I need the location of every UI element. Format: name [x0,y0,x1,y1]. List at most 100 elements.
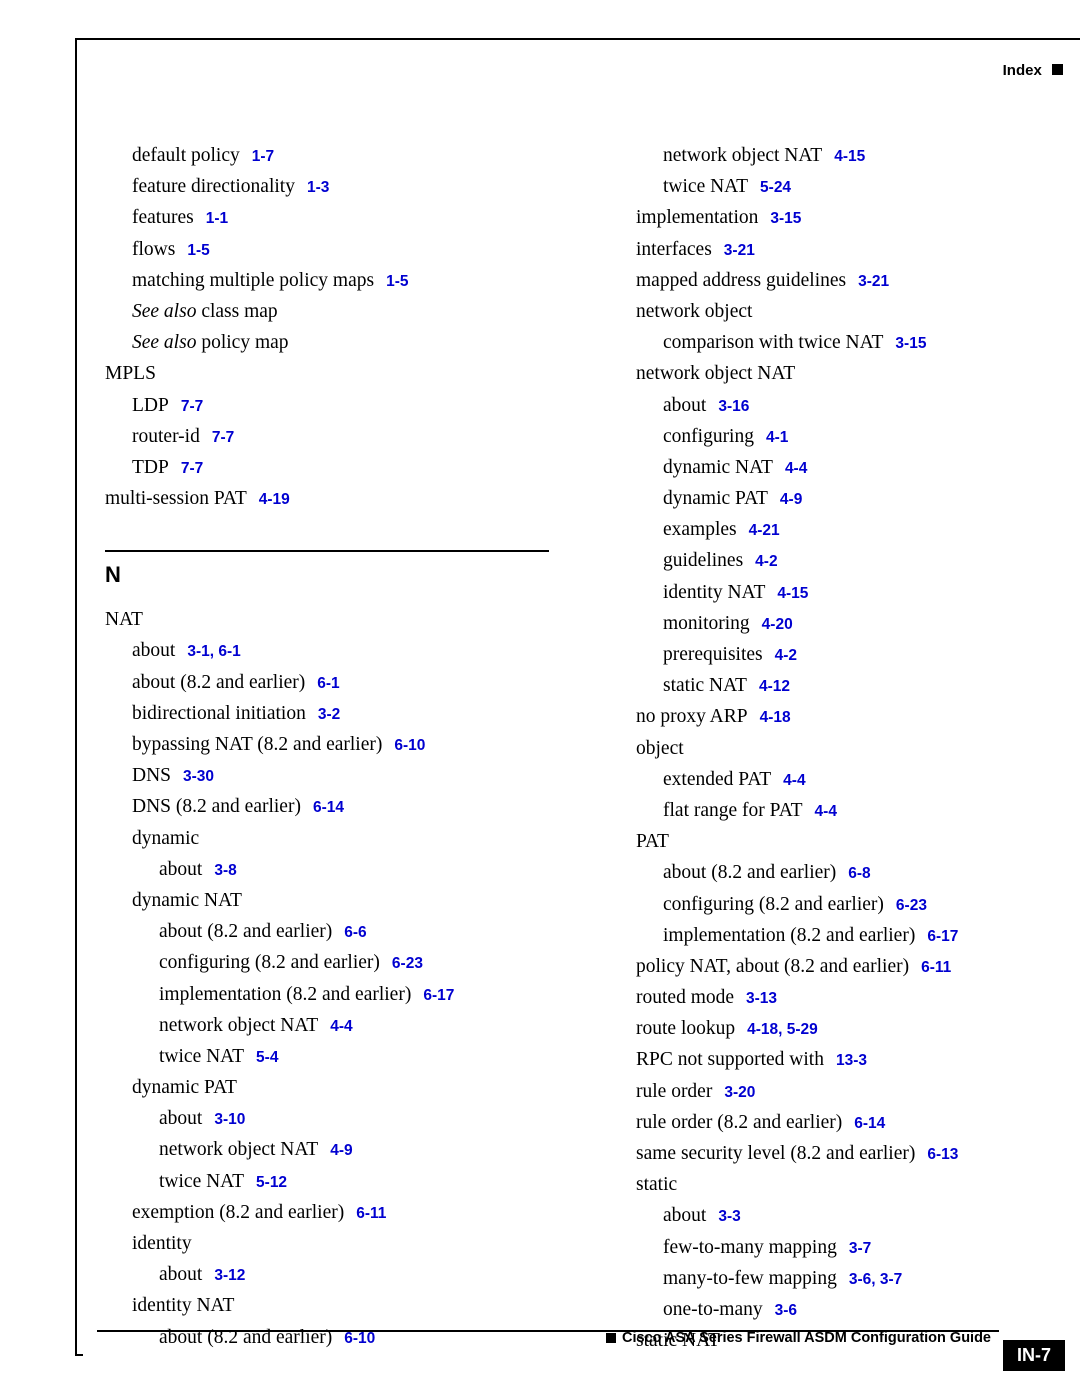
index-page-ref[interactable]: 6-23 [392,955,423,972]
index-page-ref[interactable]: 3-21 [858,273,889,290]
index-page-ref[interactable]: 3-30 [183,768,214,785]
index-page-ref[interactable]: 5-4 [256,1049,278,1066]
index-page-ref[interactable]: 3-15 [895,335,926,352]
index-page-ref[interactable]: 3-2 [318,706,340,723]
index-page-ref[interactable]: 6-14 [854,1115,885,1132]
index-entry: MPLS [105,358,549,389]
index-page-ref[interactable]: 13-3 [836,1052,867,1069]
index-page-ref[interactable]: 3-20 [724,1084,755,1101]
index-page-ref[interactable]: 3-6 [849,1271,871,1288]
index-entry-text: router-id [132,426,200,447]
index-page-ref[interactable]: 3-7 [849,1240,871,1257]
index-page-ref[interactable]: 5-29 [787,1021,818,1038]
index-page-ref[interactable]: 1-5 [386,273,408,290]
index-entry-text: configuring (8.2 and earlier) [663,894,884,915]
index-page-ref[interactable]: 3-1 [187,643,209,660]
index-page-ref[interactable]: 6-10 [394,737,425,754]
header-label: Index [1003,62,1042,79]
index-page-ref[interactable]: 3-12 [214,1267,245,1284]
index-page-ref[interactable]: 3-3 [718,1208,740,1225]
index-page-ref[interactable]: 7-7 [181,460,203,477]
index-page-ref[interactable]: 6-17 [927,928,958,945]
index-entry: comparison with twice NAT3-15 [609,327,1053,358]
index-page-ref[interactable]: 4-12 [759,678,790,695]
index-page-ref[interactable]: 3-13 [746,990,777,1007]
index-page-ref[interactable]: 6-17 [423,987,454,1004]
index-page-ref[interactable]: 6-8 [848,865,870,882]
index-page-ref[interactable]: 1-7 [252,148,274,165]
index-page-ref[interactable]: 3-16 [718,398,749,415]
index-page-ref[interactable]: 6-6 [344,924,366,941]
index-page-ref[interactable]: 4-4 [785,460,807,477]
index-page-ref[interactable]: 7-7 [181,398,203,415]
index-page-ref[interactable]: 3-8 [214,862,236,879]
index-entry-text: twice NAT [159,1046,244,1067]
index-entry-text: same security level (8.2 and earlier) [636,1143,915,1164]
index-entry-text: route lookup [636,1018,735,1039]
index-entry-text: guidelines [663,550,743,571]
index-page-ref[interactable]: 1-1 [206,210,228,227]
index-page-ref[interactable]: 3-21 [724,242,755,259]
index-entry-text: identity NAT [663,582,765,603]
index-entry-text: configuring [663,426,754,447]
index-page-ref[interactable]: 4-19 [259,491,290,508]
index-page-ref[interactable]: 7-7 [212,429,234,446]
index-page-ref[interactable]: 6-13 [927,1146,958,1163]
index-entry: prerequisites4-2 [609,639,1053,670]
index-page-ref[interactable]: 4-18 [760,709,791,726]
index-entry: DNS (8.2 and earlier)6-14 [105,791,549,822]
index-entry-text: mapped address guidelines [636,270,846,291]
index-entry-text: about [159,859,202,880]
index-entry-text: policy map [201,332,288,353]
index-page-ref[interactable]: 1-3 [307,179,329,196]
index-page-ref[interactable]: 4-1 [766,429,788,446]
index-page-ref[interactable]: 6-10 [344,1330,375,1347]
index-page-ref[interactable]: 4-18 [747,1021,778,1038]
index-page-ref[interactable]: 4-2 [775,647,797,664]
index-page-ref[interactable]: 4-15 [834,148,865,165]
index-page-ref[interactable]: 4-4 [330,1018,352,1035]
index-page-ref[interactable]: 4-4 [783,772,805,789]
index-page-ref[interactable]: 3-7 [880,1271,902,1288]
index-entry-text: no proxy ARP [636,706,748,727]
index-entry: bidirectional initiation3-2 [105,698,549,729]
index-page-ref[interactable]: 3-6 [775,1302,797,1319]
index-page-ref[interactable]: 4-9 [330,1142,352,1159]
index-page-ref[interactable]: 5-24 [760,179,791,196]
index-page-ref[interactable]: 6-14 [313,799,344,816]
index-page-ref[interactable]: 1-5 [187,242,209,259]
index-entry: identity NAT 4-15 [609,577,1053,608]
index-page-ref[interactable]: 6-11 [356,1205,386,1222]
index-entry: rule order (8.2 and earlier)6-14 [609,1107,1053,1138]
right-column: network object NAT4-15twice NAT5-24imple… [609,140,1053,1356]
footer-square-icon [606,1333,616,1343]
index-entry: TDP7-7 [105,452,549,483]
see-also-prefix: See also [132,332,201,353]
index-page-ref[interactable]: 4-15 [777,585,808,602]
index-page-ref[interactable]: 4-21 [749,522,780,539]
index-entry: about (8.2 and earlier)6-1 [105,667,549,698]
index-page-ref[interactable]: 4-9 [780,491,802,508]
index-entry-text: DNS [132,765,171,786]
index-page-ref[interactable]: 6-1 [218,643,240,660]
index-page-ref[interactable]: 6-1 [317,675,339,692]
index-page-ref[interactable]: 4-20 [762,616,793,633]
index-entry: examples4-21 [609,514,1053,545]
index-page-ref[interactable]: 5-12 [256,1174,287,1191]
index-entry-text: feature directionality [132,176,295,197]
index-page-ref[interactable]: 4-2 [755,553,777,570]
index-page-ref[interactable]: 4-4 [815,803,837,820]
index-page-ref[interactable]: 6-11 [921,959,951,976]
index-entry: static NAT4-12 [609,670,1053,701]
index-entry: about3-1, 6-1 [105,635,549,666]
index-entry: routed mode3-13 [609,982,1053,1013]
index-entry-text: dynamic [132,828,199,849]
index-entry-text: about [159,1264,202,1285]
footer: Cisco ASA Series Firewall ASDM Configura… [97,1330,1063,1332]
index-page-ref[interactable]: 3-15 [770,210,801,227]
index-entry: configuring 4-1 [609,421,1053,452]
index-entry-text: NAT [105,609,143,630]
index-page-ref[interactable]: 3-10 [214,1111,245,1128]
index-page-ref[interactable]: 6-23 [896,897,927,914]
index-entry: features1-1 [105,202,549,233]
